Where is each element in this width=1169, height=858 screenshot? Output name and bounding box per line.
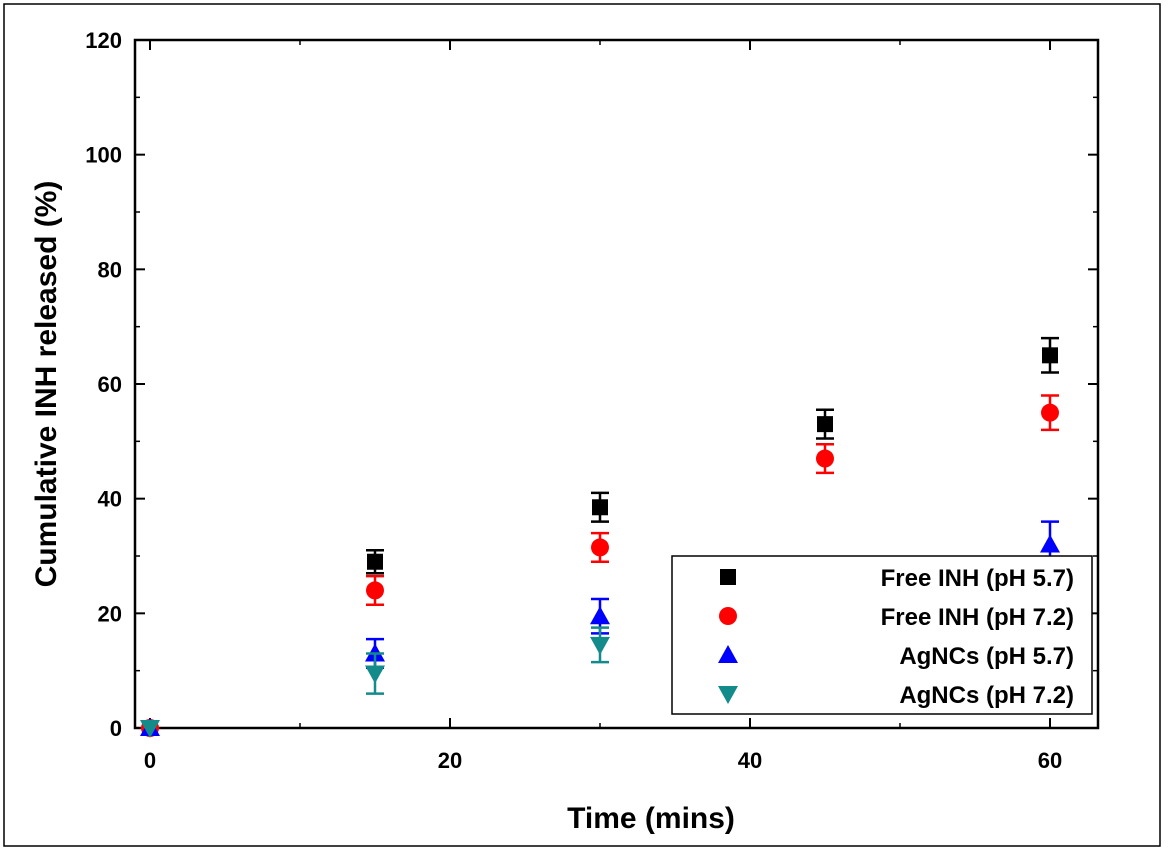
x-axis: 020406080100120140160180 [144, 40, 1062, 773]
data-point [817, 416, 833, 433]
legend: Free INH (pH 5.7) Free INH (pH 7.2) AgNCs … [671, 555, 1093, 715]
x-axis-title: Time (mins) [567, 802, 735, 835]
y-tick-label: 60 [98, 372, 122, 397]
legend-box [671, 555, 1093, 715]
data-point [365, 665, 385, 684]
legend-label: AgNCs (pH 5.7) [899, 643, 1074, 670]
legend-marker [720, 569, 736, 585]
y-tick-label: 80 [98, 257, 122, 282]
legend-label: Free INH (pH 7.2) [881, 604, 1074, 631]
x-tick-label: 60 [1038, 748, 1062, 773]
data-point [140, 720, 160, 738]
y-tick-label: 40 [98, 487, 122, 512]
y-tick-label: 100 [85, 143, 122, 168]
x-tick-label: 40 [738, 748, 762, 773]
y-axis: 0 20 40 60 80 100 120 [85, 28, 1098, 741]
legend-label: Free INH (pH 5.7) [881, 565, 1074, 592]
data-point [591, 538, 609, 557]
data-point [590, 636, 610, 655]
data-point [816, 449, 834, 468]
y-axis-title: Cumulative INH released (%) [30, 181, 63, 588]
data-point [592, 499, 608, 516]
data-point [1041, 403, 1059, 422]
y-tick-label: 0 [110, 716, 122, 741]
legend-marker [719, 607, 737, 625]
data-point [366, 581, 384, 600]
y-tick-label: 20 [98, 601, 122, 626]
legend-label: AgNCs (pH 7.2) [899, 682, 1074, 709]
legend-marker [718, 645, 738, 663]
x-tick-label: 20 [438, 748, 462, 773]
data-point [367, 553, 383, 570]
data-point [1040, 534, 1060, 553]
y-tick-label: 120 [85, 28, 122, 53]
data-point [1042, 347, 1058, 364]
figure-border [3, 3, 1161, 847]
x-tick-label: 0 [144, 748, 156, 773]
legend-marker [718, 686, 738, 704]
data-point [590, 606, 610, 625]
